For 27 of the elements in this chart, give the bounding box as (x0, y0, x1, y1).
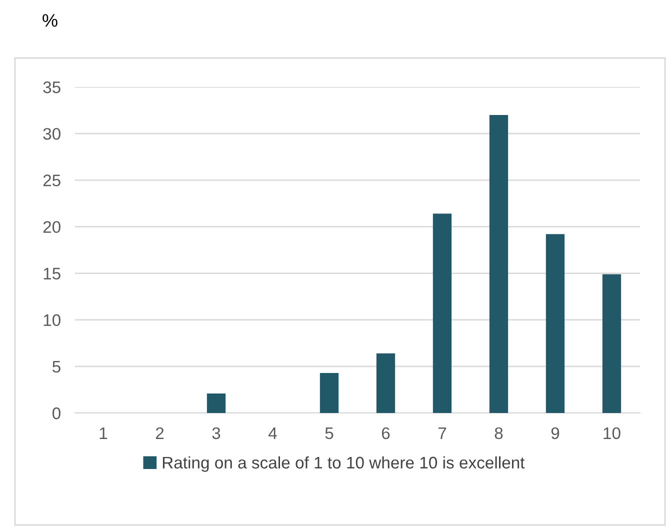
x-tick-label: 1 (100, 428, 108, 439)
x-tick-label: 3 (212, 427, 220, 440)
legend-label: Rating on a scale of 1 to 10 where 10 is excellent (162, 456, 525, 472)
bar (206, 393, 226, 413)
bar (546, 234, 565, 413)
y-axis-title: % (42, 14, 58, 27)
y-tick-label: 25 (43, 174, 60, 186)
bar (432, 214, 452, 413)
x-tick-label: 8 (494, 427, 503, 440)
y-tick-label: 20 (43, 221, 60, 233)
x-tick-label: 5 (325, 428, 334, 440)
x-tick-label: 2 (156, 427, 164, 439)
y-tick-label: 0 (52, 407, 60, 420)
x-tick-label: 4 (268, 428, 277, 439)
bar (376, 353, 396, 413)
y-tick-label: 30 (43, 128, 60, 140)
x-tick-label: 7 (438, 428, 446, 439)
x-tick-label: 10 (604, 427, 620, 440)
y-tick-label: 10 (44, 314, 60, 326)
y-tick-label: 5 (52, 361, 60, 373)
bar (489, 114, 508, 413)
bar (320, 372, 339, 413)
y-tick-label: 35 (43, 81, 60, 94)
y-tick-label: 15 (44, 268, 60, 280)
x-tick-label: 9 (551, 427, 560, 440)
bar (602, 274, 622, 413)
x-tick-label: 6 (382, 427, 390, 440)
